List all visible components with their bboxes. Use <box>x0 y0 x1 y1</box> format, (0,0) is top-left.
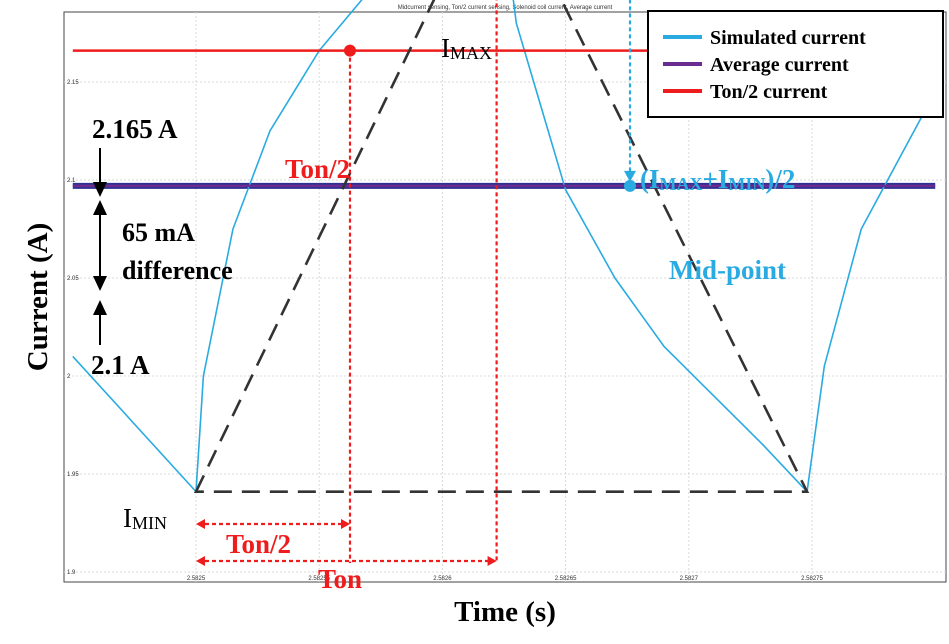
mid-formula-label: (IMAX+IMIN)/2 <box>640 164 795 194</box>
label-diff-line1: 65 mA <box>122 218 195 247</box>
x-tick-label: 2.58255 <box>308 576 330 582</box>
legend-label-simulated: Simulated current <box>710 27 866 49</box>
y-tick-label: 1.9 <box>67 570 76 576</box>
legend-box <box>647 10 944 118</box>
arrow-2165-head <box>93 182 107 197</box>
imin-label: IMIN <box>123 503 167 533</box>
ton-half-point-label: Ton/2 <box>285 154 350 184</box>
mid-layer <box>624 0 636 192</box>
series-line-simulated <box>72 0 936 493</box>
mid-arrow-down <box>624 170 636 182</box>
chart-title: Midcurrent sensing, Ton/2 current sensin… <box>398 5 613 11</box>
grid <box>64 12 946 582</box>
x-tick-label: 2.5827 <box>680 576 699 582</box>
y-tick-label: 2.1 <box>67 178 76 184</box>
x-tick-label: 2.58265 <box>555 576 577 582</box>
label-21: 2.1 A <box>91 350 150 380</box>
ton-span-label: Ton <box>318 564 362 594</box>
y-axis-label: Current (A) <box>22 223 54 371</box>
ton-half-span-arrow-left <box>196 519 205 529</box>
arrow-21-head <box>93 300 107 315</box>
label-2165: 2.165 A <box>92 114 178 144</box>
x-tick-label: 2.58275 <box>801 576 823 582</box>
x-tick-label: 2.5826 <box>433 576 452 582</box>
y-tick-label: 1.95 <box>67 472 79 478</box>
ton-half-span-label: Ton/2 <box>226 529 291 559</box>
x-tick-label: 2.5825 <box>187 576 206 582</box>
ton-half-span-arrow-right <box>341 519 350 529</box>
arrow-diff-head-down <box>93 276 107 291</box>
legend-label-average: Average current <box>710 54 849 76</box>
ton-half-point-marker <box>344 44 356 57</box>
ton-layer <box>196 0 498 566</box>
y-tick-label: 2 <box>67 374 71 380</box>
ton-span-arrow-left <box>196 556 205 566</box>
mid-point-label: Mid-point <box>669 255 786 285</box>
dashed-triangle <box>193 0 810 493</box>
label-diff-line2: difference <box>122 256 233 285</box>
legend: Simulated current Average current Ton/2 … <box>647 10 944 118</box>
mid-point-marker <box>624 179 636 192</box>
y-tick-label: 2.15 <box>67 80 79 86</box>
imax-label: IMAX <box>441 33 492 63</box>
ton-span-arrow-right <box>487 556 497 566</box>
difference-arrows <box>93 148 107 345</box>
triangle-layer <box>193 0 810 493</box>
legend-label-ton-half: Ton/2 current <box>710 81 828 103</box>
y-tick-label: 2.05 <box>67 276 79 282</box>
x-axis-label: Time (s) <box>454 596 556 628</box>
arrow-diff-head-up <box>93 200 107 215</box>
axis-ticks: 2.5825 2.58255 2.5826 2.58265 2.5827 2.58275 1… <box>67 80 824 582</box>
